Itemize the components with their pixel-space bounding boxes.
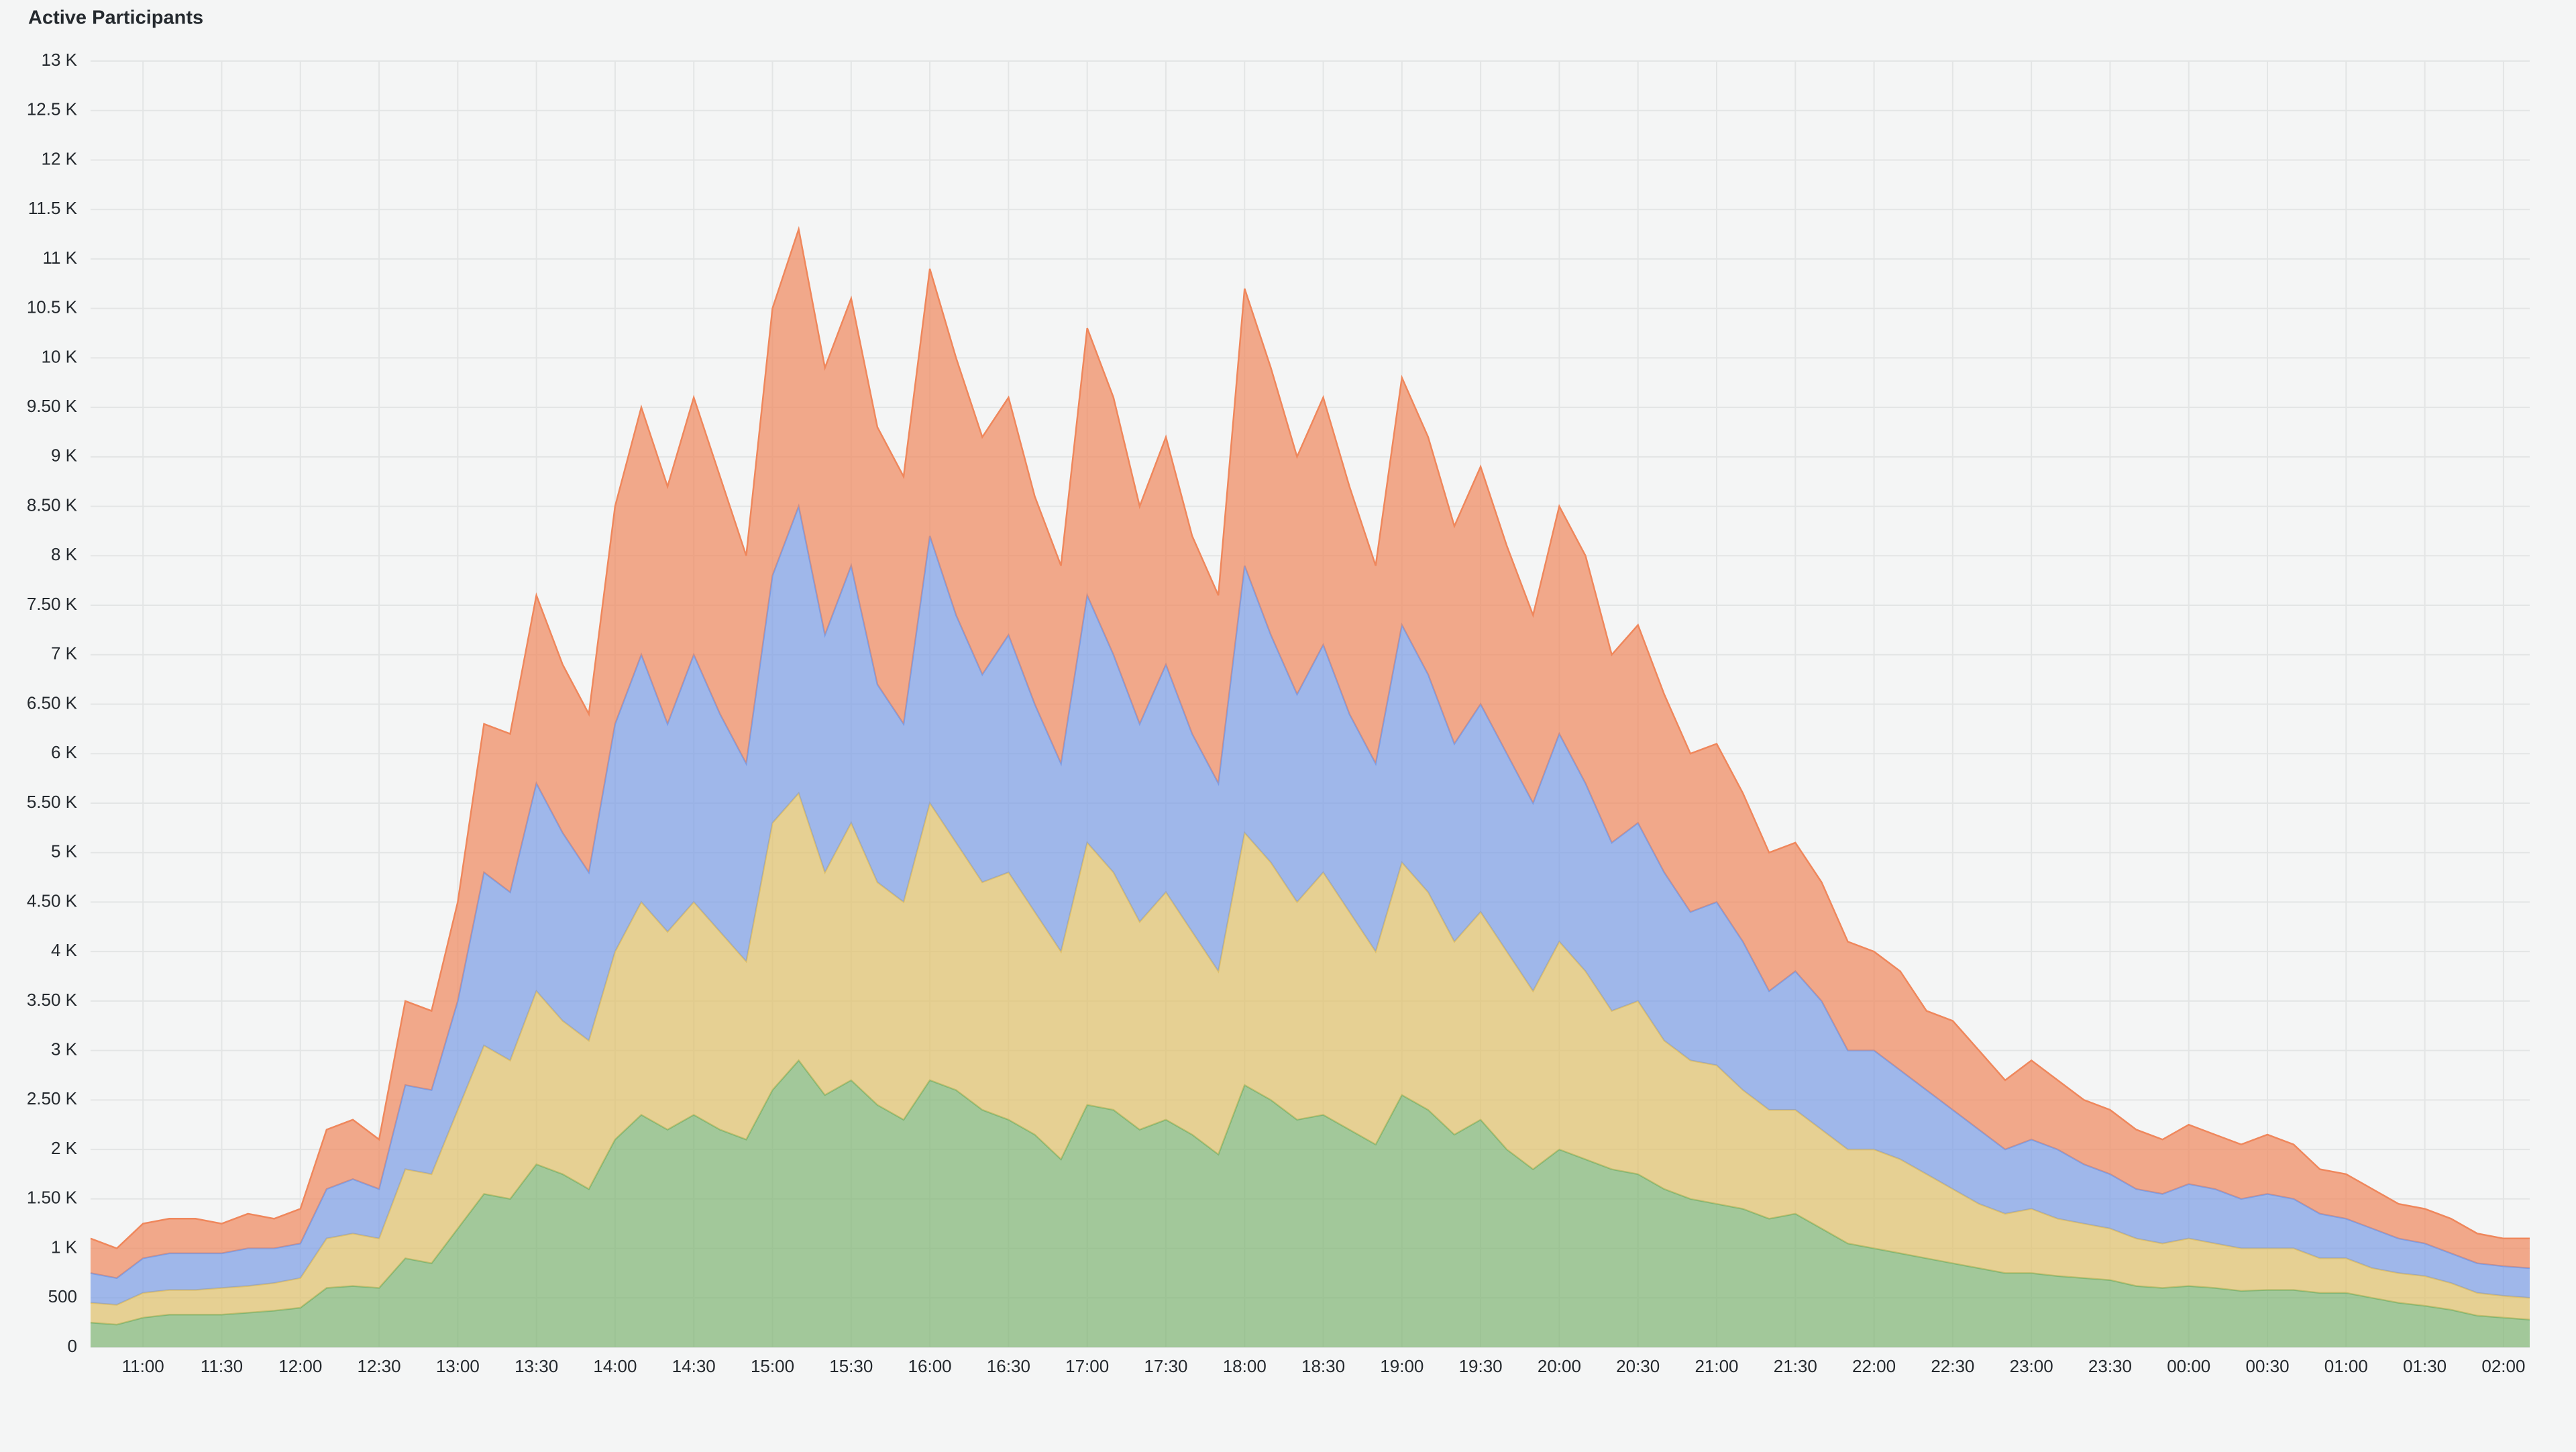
x-tick-label: 15:00 [751, 1356, 794, 1376]
x-tick-label: 21:30 [1774, 1356, 1817, 1376]
x-tick-label: 20:30 [1616, 1356, 1660, 1376]
y-tick-label: 2.50 K [27, 1088, 78, 1108]
y-tick-label: 11 K [42, 248, 77, 268]
y-tick-label: 0 [68, 1336, 77, 1356]
y-tick-label: 4.50 K [27, 890, 78, 911]
y-tick-label: 6 K [51, 742, 78, 762]
x-tick-label: 13:00 [436, 1356, 480, 1376]
x-tick-label: 23:30 [2088, 1356, 2132, 1376]
y-tick-label: 13 K [42, 50, 78, 70]
y-tick-label: 1 K [51, 1237, 78, 1257]
x-tick-label: 01:30 [2403, 1356, 2447, 1376]
area-line [90, 225, 2530, 1249]
chart-title: Active Participants [28, 7, 203, 29]
x-tick-label: 02:00 [2481, 1356, 2525, 1376]
x-tick-label: 11:00 [122, 1356, 164, 1376]
y-tick-label: 9 K [51, 446, 78, 466]
y-tick-label: 1.50 K [27, 1188, 78, 1208]
x-tick-label: 14:30 [672, 1356, 716, 1376]
x-tick-label: 17:00 [1065, 1356, 1109, 1376]
x-tick-label: 16:30 [987, 1356, 1030, 1376]
y-tick-label: 2 K [51, 1138, 78, 1158]
area [91, 793, 2530, 1325]
area [91, 1060, 2530, 1347]
x-tick-label: 18:30 [1301, 1356, 1345, 1376]
x-tick-label: 12:00 [278, 1356, 322, 1376]
y-tick-label: 12 K [42, 148, 78, 168]
x-tick-label: 21:00 [1695, 1356, 1738, 1376]
area [91, 506, 2530, 1305]
y-tick-label: 8.50 K [27, 495, 78, 515]
x-tick-label: 14:00 [593, 1356, 637, 1376]
y-tick-label: 10.5 K [27, 297, 78, 317]
x-tick-label: 19:30 [1459, 1356, 1503, 1376]
x-tick-label: 15:30 [829, 1356, 873, 1376]
y-tick-label: 4 K [51, 940, 78, 960]
y-tick-label: 8 K [51, 544, 78, 564]
x-tick-label: 01:00 [2324, 1356, 2368, 1376]
x-tick-label: 19:00 [1380, 1356, 1424, 1376]
x-tick-label: 17:30 [1144, 1356, 1187, 1376]
y-tick-label: 9.50 K [27, 396, 78, 416]
y-tick-label: 10 K [42, 346, 78, 366]
y-tick-label: 11.5 K [28, 198, 78, 218]
x-tick-label: 00:30 [2245, 1356, 2289, 1376]
y-tick-label: 5.50 K [27, 792, 78, 812]
y-tick-label: 6.50 K [27, 692, 78, 713]
y-tick-label: 5 K [51, 841, 78, 862]
y-tick-label: 3.50 K [27, 990, 78, 1010]
x-tick-label: 20:00 [1538, 1356, 1581, 1376]
x-tick-label: 16:00 [908, 1356, 952, 1376]
x-tick-label: 23:00 [2010, 1356, 2053, 1376]
x-tick-label: 11:30 [201, 1356, 243, 1376]
x-tick-label: 22:30 [1931, 1356, 1974, 1376]
x-tick-label: 18:00 [1223, 1356, 1267, 1376]
x-tick-label: 22:00 [1852, 1356, 1896, 1376]
y-tick-label: 7 K [51, 643, 78, 664]
x-tick-label: 12:30 [358, 1356, 401, 1376]
y-tick-label: 7.50 K [27, 594, 78, 614]
y-tick-label: 500 [48, 1286, 77, 1306]
y-tick-label: 12.5 K [27, 99, 78, 119]
x-tick-label: 13:30 [515, 1356, 558, 1376]
y-tick-label: 3 K [51, 1039, 78, 1059]
x-tick-label: 00:00 [2167, 1356, 2210, 1376]
area [91, 229, 2530, 1278]
